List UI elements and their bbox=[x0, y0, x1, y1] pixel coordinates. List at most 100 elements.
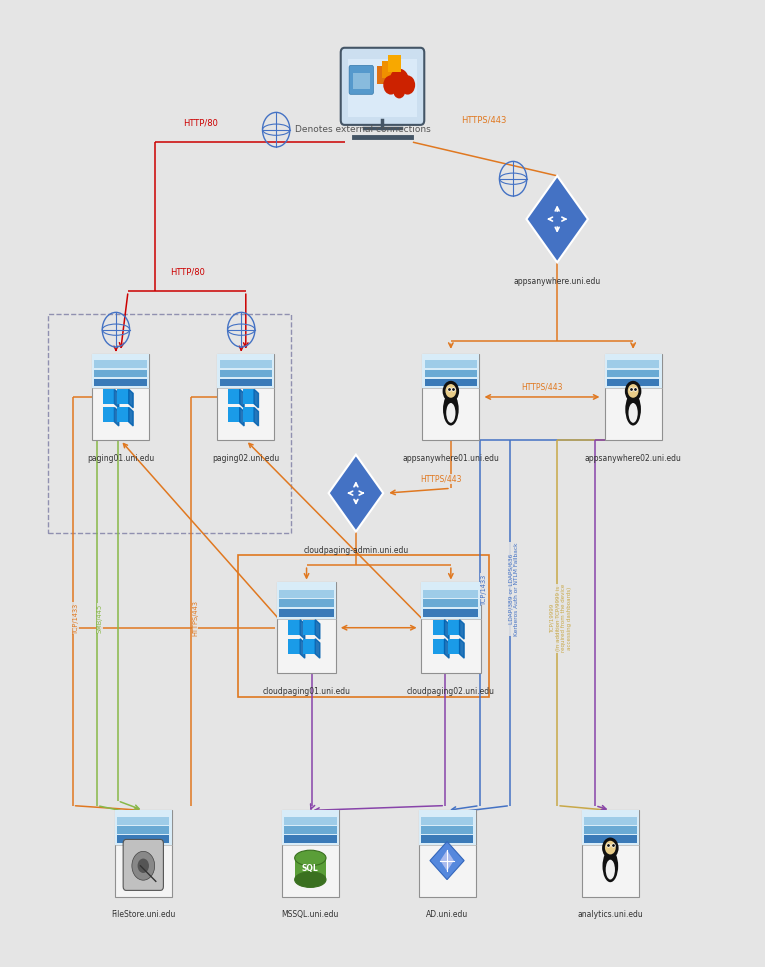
FancyBboxPatch shape bbox=[117, 390, 129, 404]
FancyBboxPatch shape bbox=[607, 361, 659, 368]
FancyBboxPatch shape bbox=[117, 826, 170, 834]
Text: cloudpaging02.uni.edu: cloudpaging02.uni.edu bbox=[407, 687, 495, 695]
FancyBboxPatch shape bbox=[94, 361, 147, 368]
FancyBboxPatch shape bbox=[584, 817, 636, 825]
Text: FileStore.uni.edu: FileStore.uni.edu bbox=[111, 910, 175, 920]
Polygon shape bbox=[440, 850, 454, 871]
Polygon shape bbox=[444, 620, 449, 639]
Circle shape bbox=[625, 381, 641, 401]
FancyBboxPatch shape bbox=[382, 61, 396, 78]
FancyBboxPatch shape bbox=[279, 590, 334, 598]
Text: HTTP/80: HTTP/80 bbox=[170, 268, 205, 277]
FancyBboxPatch shape bbox=[117, 407, 129, 422]
FancyBboxPatch shape bbox=[277, 582, 337, 673]
Polygon shape bbox=[129, 407, 133, 425]
FancyBboxPatch shape bbox=[243, 407, 254, 422]
FancyBboxPatch shape bbox=[377, 67, 391, 83]
Ellipse shape bbox=[625, 393, 641, 425]
FancyBboxPatch shape bbox=[349, 66, 373, 95]
FancyBboxPatch shape bbox=[421, 582, 480, 619]
Polygon shape bbox=[254, 390, 259, 408]
FancyBboxPatch shape bbox=[304, 620, 315, 634]
Text: HTTPS/443: HTTPS/443 bbox=[521, 383, 563, 392]
FancyBboxPatch shape bbox=[295, 858, 326, 880]
FancyBboxPatch shape bbox=[92, 354, 149, 389]
FancyBboxPatch shape bbox=[229, 407, 239, 422]
FancyBboxPatch shape bbox=[448, 639, 460, 654]
Text: HTTP/80: HTTP/80 bbox=[183, 119, 218, 128]
FancyBboxPatch shape bbox=[607, 379, 659, 387]
FancyBboxPatch shape bbox=[229, 390, 239, 404]
FancyBboxPatch shape bbox=[217, 354, 275, 389]
Text: TCP/1433: TCP/1433 bbox=[480, 573, 487, 605]
Text: TCP/1433: TCP/1433 bbox=[73, 602, 79, 633]
Circle shape bbox=[138, 859, 149, 873]
Polygon shape bbox=[329, 454, 383, 532]
Text: TCP/19999
(In addition TCP/9999 is
required from the device
accessing dashboards: TCP/19999 (In addition TCP/9999 is requi… bbox=[550, 584, 572, 652]
FancyBboxPatch shape bbox=[348, 59, 417, 117]
FancyBboxPatch shape bbox=[123, 839, 164, 891]
Circle shape bbox=[628, 384, 639, 397]
FancyBboxPatch shape bbox=[421, 826, 474, 834]
Text: HTTPS/443: HTTPS/443 bbox=[461, 116, 507, 125]
FancyBboxPatch shape bbox=[103, 407, 115, 422]
Ellipse shape bbox=[446, 403, 455, 423]
FancyBboxPatch shape bbox=[103, 390, 115, 404]
FancyBboxPatch shape bbox=[425, 361, 477, 368]
Polygon shape bbox=[315, 620, 320, 639]
FancyBboxPatch shape bbox=[288, 620, 300, 634]
FancyBboxPatch shape bbox=[422, 354, 480, 440]
FancyBboxPatch shape bbox=[421, 835, 474, 843]
Text: appsanywhere02.uni.edu: appsanywhere02.uni.edu bbox=[584, 454, 682, 462]
FancyBboxPatch shape bbox=[604, 354, 662, 440]
Polygon shape bbox=[115, 390, 119, 408]
FancyBboxPatch shape bbox=[423, 608, 478, 617]
Text: HTTPS/443: HTTPS/443 bbox=[421, 474, 462, 484]
FancyBboxPatch shape bbox=[243, 390, 254, 404]
Text: cloudpaging-admin.uni.edu: cloudpaging-admin.uni.edu bbox=[303, 546, 409, 555]
Text: MSSQL.uni.edu: MSSQL.uni.edu bbox=[282, 910, 339, 920]
FancyBboxPatch shape bbox=[418, 810, 476, 897]
FancyBboxPatch shape bbox=[117, 835, 170, 843]
FancyBboxPatch shape bbox=[423, 600, 478, 607]
Ellipse shape bbox=[606, 860, 615, 880]
FancyBboxPatch shape bbox=[92, 354, 149, 440]
Ellipse shape bbox=[443, 393, 459, 425]
Text: appsanywhere.uni.edu: appsanywhere.uni.edu bbox=[513, 277, 601, 286]
Polygon shape bbox=[526, 176, 588, 262]
Circle shape bbox=[389, 69, 409, 94]
Circle shape bbox=[400, 75, 415, 95]
FancyBboxPatch shape bbox=[220, 369, 272, 377]
Polygon shape bbox=[239, 390, 244, 408]
FancyBboxPatch shape bbox=[582, 810, 639, 897]
Polygon shape bbox=[315, 639, 320, 659]
Circle shape bbox=[605, 840, 616, 855]
FancyBboxPatch shape bbox=[115, 810, 172, 897]
Circle shape bbox=[132, 851, 155, 880]
FancyBboxPatch shape bbox=[422, 354, 480, 389]
Text: Denotes external connections: Denotes external connections bbox=[295, 125, 431, 134]
FancyBboxPatch shape bbox=[388, 55, 402, 73]
FancyBboxPatch shape bbox=[115, 810, 172, 845]
FancyBboxPatch shape bbox=[279, 608, 334, 617]
Text: paging02.uni.edu: paging02.uni.edu bbox=[212, 454, 279, 462]
Circle shape bbox=[443, 381, 459, 401]
FancyBboxPatch shape bbox=[425, 369, 477, 377]
Polygon shape bbox=[460, 620, 464, 639]
Polygon shape bbox=[300, 620, 304, 639]
FancyBboxPatch shape bbox=[432, 639, 444, 654]
FancyBboxPatch shape bbox=[421, 817, 474, 825]
FancyBboxPatch shape bbox=[284, 817, 337, 825]
FancyBboxPatch shape bbox=[584, 826, 636, 834]
Text: analytics.uni.edu: analytics.uni.edu bbox=[578, 910, 643, 920]
Circle shape bbox=[445, 384, 456, 397]
FancyBboxPatch shape bbox=[284, 835, 337, 843]
FancyBboxPatch shape bbox=[282, 810, 339, 845]
FancyBboxPatch shape bbox=[220, 361, 272, 368]
FancyBboxPatch shape bbox=[277, 582, 337, 619]
FancyBboxPatch shape bbox=[217, 354, 275, 440]
FancyBboxPatch shape bbox=[279, 600, 334, 607]
Polygon shape bbox=[430, 841, 464, 880]
Ellipse shape bbox=[295, 872, 326, 888]
FancyBboxPatch shape bbox=[432, 620, 444, 634]
